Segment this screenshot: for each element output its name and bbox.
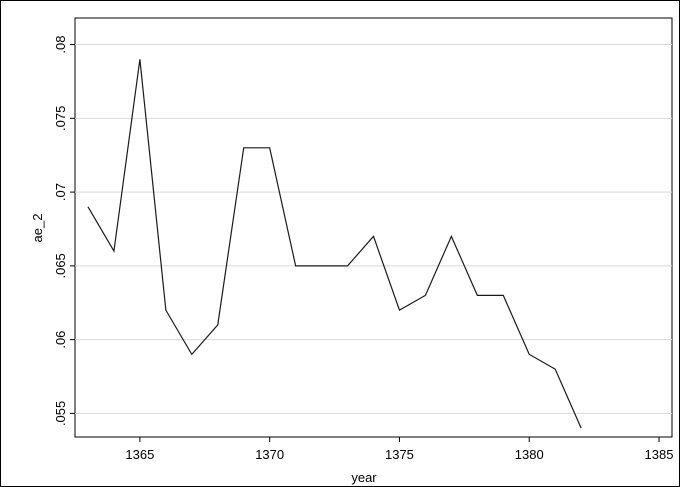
x-tick-label: 1380 <box>515 447 544 462</box>
y-tick-label: .065 <box>53 253 68 278</box>
y-tick-label: .075 <box>53 106 68 131</box>
plot-area <box>75 18 672 437</box>
x-tick-label: 1365 <box>125 447 154 462</box>
y-axis-title: ae_2 <box>30 214 45 243</box>
x-tick-label: 1385 <box>645 447 674 462</box>
chart: year ae_2 .055 .06 .065 .07 .075 .08 1365 1370 1… <box>0 0 680 487</box>
y-tick-label: .06 <box>53 331 68 349</box>
y-tick-label: .07 <box>53 183 68 201</box>
y-tick-label: .055 <box>53 401 68 426</box>
x-tick-label: 1375 <box>385 447 414 462</box>
x-axis-title: year <box>351 470 377 485</box>
x-tick-label: 1370 <box>255 447 284 462</box>
y-tick-label: .08 <box>53 36 68 54</box>
page: year ae_2 .055 .06 .065 .07 .075 .08 1365 1370 1… <box>0 0 680 487</box>
